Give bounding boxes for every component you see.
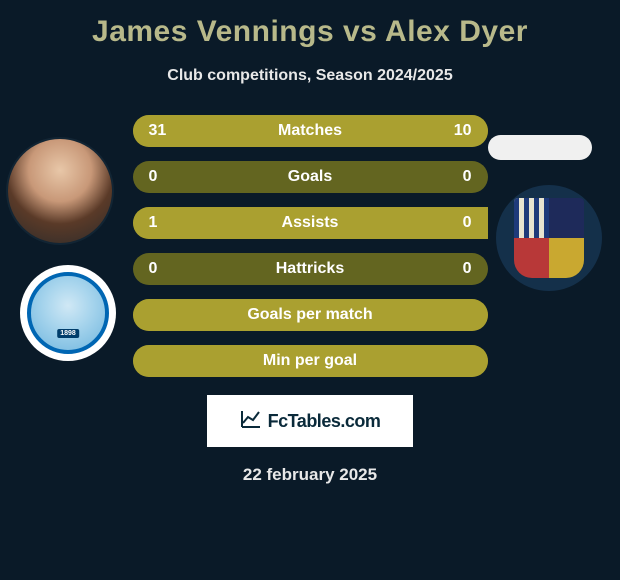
stat-row: 0 Hattricks 0 [133, 253, 488, 285]
stat-fill-right [401, 115, 488, 147]
stat-row: Min per goal [133, 345, 488, 377]
stat-label: Min per goal [263, 352, 357, 370]
stat-value-right: 0 [463, 214, 472, 232]
stat-value-right: 10 [454, 122, 472, 140]
stat-row: Goals per match [133, 299, 488, 331]
club-left-year: 1898 [57, 329, 79, 338]
shield-quadrant [549, 238, 584, 278]
shield-bars [514, 198, 549, 238]
stat-rows: 31 Matches 10 0 Goals 0 1 Assists 0 0 Hattricks 0 Go… [133, 115, 488, 377]
stat-label: Goals per match [247, 306, 372, 324]
season-subtitle: Club competitions, Season 2024/2025 [167, 67, 452, 85]
date-line: 22 february 2025 [243, 465, 377, 485]
stat-row: 1 Assists 0 [133, 207, 488, 239]
club-right-badge [496, 185, 602, 291]
main-area: 1898 31 Matches 10 0 Goals 0 1 Assists 0 0 Hattric… [0, 115, 620, 377]
stat-fill-left [133, 115, 401, 147]
branding-text: FcTables.com [268, 411, 381, 432]
stat-label: Hattricks [276, 260, 344, 278]
comparison-card: James Vennings vs Alex Dyer Club competi… [0, 0, 620, 495]
club-left-badge-inner: 1898 [27, 272, 109, 354]
stat-value-left: 0 [149, 168, 158, 186]
chart-icon [240, 409, 262, 434]
stat-value-right: 0 [463, 260, 472, 278]
stat-value-left: 1 [149, 214, 158, 232]
shield-quadrant [514, 198, 549, 238]
stat-value-left: 31 [149, 122, 167, 140]
stat-row: 0 Goals 0 [133, 161, 488, 193]
stat-row: 31 Matches 10 [133, 115, 488, 147]
shield-quadrant [549, 198, 584, 238]
player-right-avatar [488, 135, 592, 160]
branding-box: FcTables.com [207, 395, 413, 447]
player-left-avatar [8, 139, 112, 243]
shield-quadrant [514, 238, 549, 278]
stat-label: Assists [282, 214, 339, 232]
stat-label: Goals [288, 168, 332, 186]
stat-value-left: 0 [149, 260, 158, 278]
club-right-shield [514, 198, 584, 278]
stat-label: Matches [278, 122, 342, 140]
club-left-badge: 1898 [20, 265, 116, 361]
page-title: James Vennings vs Alex Dyer [92, 15, 528, 49]
stat-value-right: 0 [463, 168, 472, 186]
